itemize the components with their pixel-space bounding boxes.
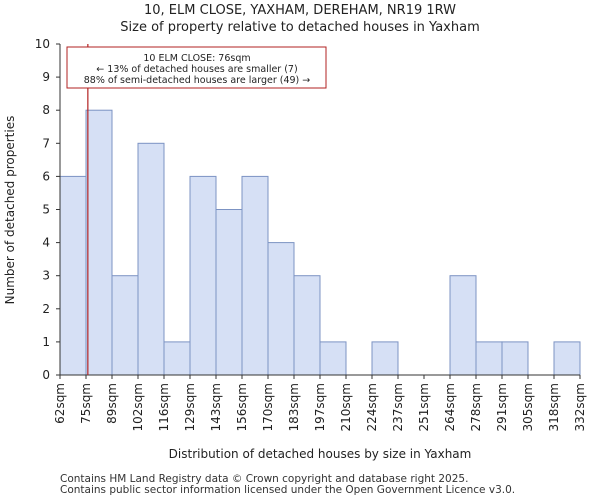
chart-subtitle: Size of property relative to detached ho… bbox=[120, 20, 480, 35]
x-tick-label: 197sqm bbox=[313, 383, 327, 431]
annotation-line-2: ← 13% of detached houses are smaller (7) bbox=[96, 64, 297, 75]
x-tick-label: 116sqm bbox=[157, 383, 171, 431]
y-tick-label: 8 bbox=[42, 103, 50, 117]
histogram-bar bbox=[319, 341, 347, 376]
y-tick-label: 6 bbox=[42, 169, 50, 183]
x-tick-label: 143sqm bbox=[209, 383, 223, 431]
x-tick-label: 305sqm bbox=[521, 383, 535, 431]
histogram-bar bbox=[501, 341, 529, 376]
histogram-bar bbox=[371, 341, 399, 376]
y-tick-label: 0 bbox=[42, 368, 50, 382]
x-tick-label: 264sqm bbox=[443, 383, 457, 431]
y-tick-label: 5 bbox=[42, 203, 50, 217]
y-tick-label: 10 bbox=[35, 37, 50, 51]
histogram-bar bbox=[137, 142, 165, 376]
annotation-line-1: 10 ELM CLOSE: 76sqm bbox=[143, 53, 250, 64]
x-tick-label: 129sqm bbox=[183, 383, 197, 431]
annotation-line-3: 88% of semi-detached houses are larger (… bbox=[84, 75, 311, 86]
histogram-bar bbox=[163, 341, 191, 376]
x-tick-label: 278sqm bbox=[469, 383, 483, 431]
histogram-bar bbox=[241, 175, 269, 376]
x-tick-label: 237sqm bbox=[391, 383, 405, 431]
x-tick-label: 156sqm bbox=[235, 383, 249, 431]
y-axis-label: Number of detached properties bbox=[3, 116, 17, 305]
y-tick-label: 2 bbox=[42, 302, 50, 316]
x-tick-label: 102sqm bbox=[131, 383, 145, 431]
y-tick-label: 4 bbox=[42, 236, 50, 250]
y-tick-label: 7 bbox=[42, 136, 50, 150]
y-tick-label: 9 bbox=[42, 70, 50, 84]
x-tick-label: 291sqm bbox=[495, 383, 509, 431]
y-tick-label: 1 bbox=[42, 335, 50, 349]
x-tick-label: 251sqm bbox=[417, 383, 431, 431]
histogram-bar bbox=[267, 242, 295, 376]
x-tick-label: 183sqm bbox=[287, 383, 301, 431]
histogram-bar bbox=[189, 175, 217, 376]
histogram-bar bbox=[59, 175, 87, 376]
chart-title: 10, ELM CLOSE, YAXHAM, DEREHAM, NR19 1RW bbox=[144, 3, 456, 18]
x-tick-label: 332sqm bbox=[573, 383, 587, 431]
x-tick-label: 89sqm bbox=[105, 383, 119, 424]
x-tick-label: 210sqm bbox=[339, 383, 353, 431]
x-tick-label: 224sqm bbox=[365, 383, 379, 431]
histogram-bar bbox=[293, 275, 321, 376]
x-axis-label: Distribution of detached houses by size … bbox=[169, 447, 472, 461]
histogram-bar bbox=[215, 209, 243, 376]
x-tick-label: 170sqm bbox=[261, 383, 275, 431]
histogram-bar bbox=[111, 275, 139, 376]
x-tick-label: 318sqm bbox=[547, 383, 561, 431]
histogram-bar bbox=[553, 341, 581, 376]
x-tick-label: 75sqm bbox=[79, 383, 93, 424]
annotation-box bbox=[66, 46, 327, 89]
x-tick-label: 62sqm bbox=[53, 383, 67, 424]
histogram-bar bbox=[475, 341, 503, 376]
histogram-bar bbox=[85, 109, 113, 376]
histogram-bar bbox=[449, 275, 477, 376]
footer-copyright: Contains HM Land Registry data © Crown c… bbox=[60, 473, 469, 485]
y-tick-label: 3 bbox=[42, 269, 50, 283]
footer-licence: Contains public sector information licen… bbox=[60, 484, 516, 496]
